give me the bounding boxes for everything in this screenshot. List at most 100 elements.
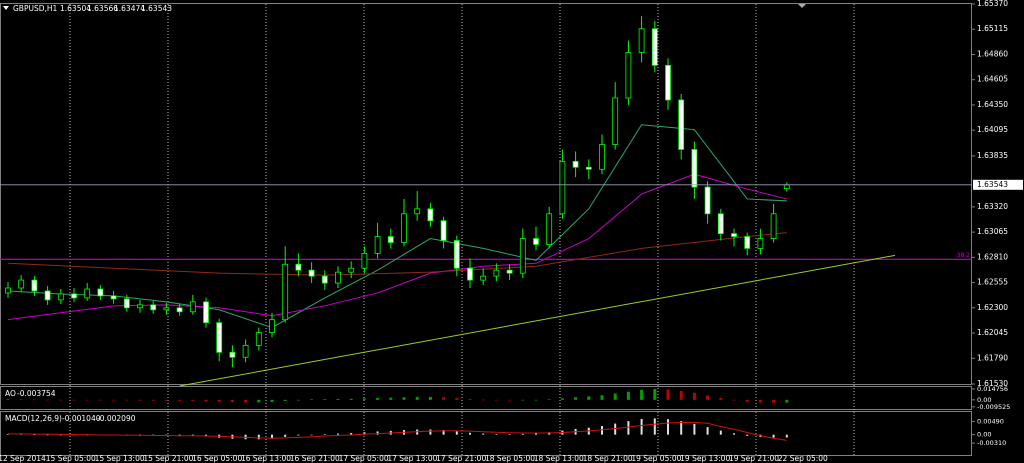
ao-bar [640, 389, 644, 400]
macd-bar [733, 433, 735, 435]
y-tick-label: 1.62555 [977, 278, 1008, 287]
ao-bar [85, 399, 89, 401]
candle-body [717, 213, 724, 234]
y-tick-label: -0.009525 [977, 403, 1010, 411]
ao-bar [32, 399, 36, 401]
candle-body [5, 287, 11, 294]
ao-bar [257, 399, 261, 403]
macd-bar [785, 434, 788, 438]
candle-body [216, 322, 223, 353]
ao-panel-border [0, 386, 972, 410]
ao-bar [560, 398, 564, 400]
x-tick-label: 18 Sep 13:00 [534, 454, 584, 463]
x-tick-label: 18 Sep 05:00 [485, 454, 535, 463]
x-tick-label: 18 Sep 21:00 [583, 454, 633, 463]
x-tick-label: 17 Sep 21:00 [436, 454, 486, 463]
ao-bar [772, 399, 776, 403]
ao-bar [758, 399, 762, 403]
y-tick-label: 1.63320 [977, 202, 1008, 211]
ao-bar [310, 399, 314, 401]
x-tick-label: 22 Sep 05:00 [778, 454, 828, 463]
macd-main-readout: -0.001040 [62, 414, 101, 423]
ao-bar [521, 399, 525, 401]
candle-body [533, 238, 539, 245]
macd-bar [614, 423, 617, 435]
ao-bar [6, 399, 10, 400]
x-tick-label: 16 Sep 13:00 [241, 454, 291, 463]
ao-bar [692, 392, 696, 400]
ohlc-readout: 1.63566 [87, 4, 118, 13]
candle-body [638, 28, 645, 53]
y-tick-label: 1.64350 [977, 100, 1008, 109]
candle-body [599, 144, 605, 170]
ao-bar [706, 395, 710, 400]
ao-bar [270, 399, 274, 403]
candle-body [374, 236, 381, 254]
ao-bar [428, 396, 432, 400]
x-tick-label: 17 Sep 05:00 [339, 454, 389, 463]
macd-bar [746, 434, 749, 436]
candle-body [612, 97, 619, 145]
y-tick-label: 0.014756 [977, 385, 1008, 393]
macd-bar [627, 421, 630, 435]
macd-bar [363, 432, 366, 435]
x-tick-label: 16 Sep 05:00 [192, 454, 242, 463]
ao-bar [455, 398, 459, 400]
macd-bar [350, 433, 353, 435]
candle-body [506, 269, 513, 274]
x-tick-label: 12 Sep 2014 [0, 454, 46, 463]
x-tick-label: 19 Sep 13:00 [680, 454, 730, 463]
candle-body [665, 64, 671, 101]
candle-body [704, 186, 711, 215]
ao-bar [296, 399, 300, 401]
y-tick-label: 0.00490 [977, 417, 1004, 425]
candle-body [335, 271, 341, 284]
macd-bar [271, 434, 273, 439]
candle-body [467, 267, 473, 281]
y-tick-label: 1.65115 [977, 24, 1008, 33]
ao-bar [112, 399, 116, 401]
ao-readout: -0.003754 [17, 389, 56, 398]
ao-bar [653, 389, 657, 400]
macd-panel-border [0, 411, 972, 456]
ao-bar [376, 397, 380, 400]
candle-body [321, 275, 328, 284]
candle-body [453, 240, 460, 269]
y-tick-label: 1.62045 [977, 328, 1008, 337]
ao-bar [336, 398, 340, 400]
current-price-label: 1.63543 [977, 180, 1008, 189]
candle-body [163, 307, 170, 311]
x-tick-label: 19 Sep 21:00 [729, 454, 779, 463]
ao-bar [217, 399, 221, 402]
ao-bar [534, 399, 538, 401]
candle-body [651, 28, 658, 66]
candle-body [189, 301, 196, 313]
y-tick-label: 1.61790 [977, 353, 1008, 362]
candle-body [585, 166, 592, 170]
ohlc-readout: 1.63543 [141, 4, 172, 13]
menu-arrow [3, 6, 9, 10]
candle-body [414, 208, 421, 215]
y-tick-label: 1.61530 [977, 379, 1008, 388]
ao-bar [785, 399, 789, 403]
macd-bar [508, 434, 511, 436]
candle-body [691, 149, 698, 188]
macd-bar [429, 429, 432, 435]
y-tick-label: 1.64095 [977, 125, 1008, 134]
candle-body [229, 351, 236, 358]
x-tick-label: 15 Sep 05:00 [46, 454, 96, 463]
ao-bar [481, 399, 485, 401]
ao-bar [508, 399, 512, 401]
candle-body [269, 319, 275, 333]
candle-body [770, 213, 777, 239]
x-tick-label: 15 Sep 21:00 [143, 454, 193, 463]
ao-bar [191, 399, 195, 401]
candle-body [625, 52, 632, 99]
macd-bar [20, 434, 23, 435]
candle-body [150, 304, 157, 311]
ao-bar [46, 399, 50, 401]
macd-bar [693, 423, 696, 435]
